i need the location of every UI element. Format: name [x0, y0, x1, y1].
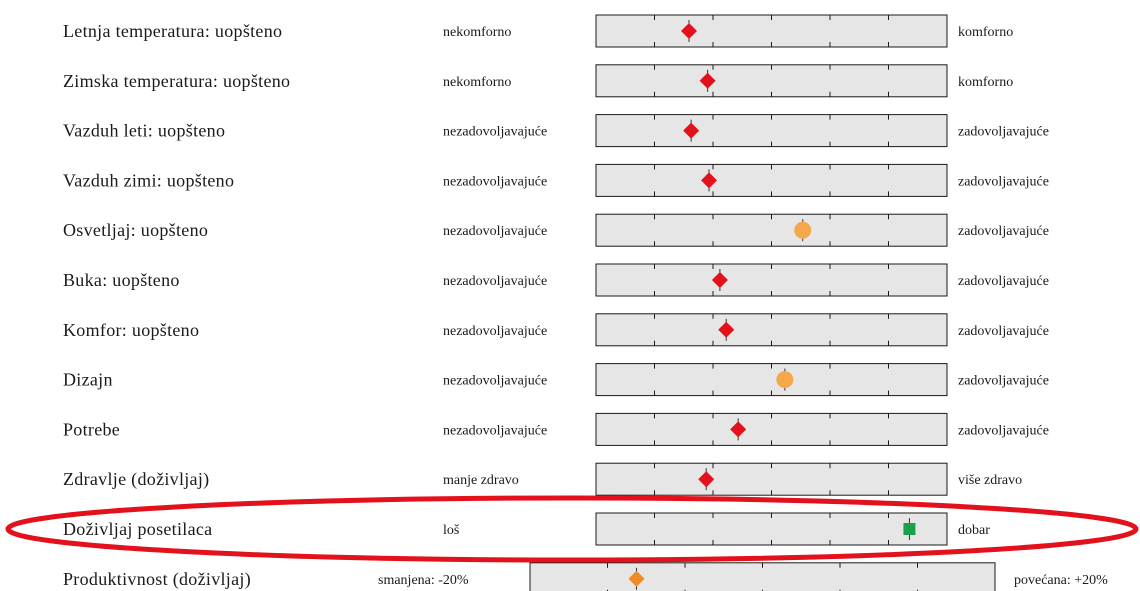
highlight-ellipse — [5, 495, 1139, 563]
right-anchor-label: zadovoljavajuće — [958, 324, 1049, 339]
row-label: Potrebe — [63, 419, 120, 439]
left-anchor-label: nezadovoljavajuće — [443, 174, 547, 189]
row-label: Osvetljaj: uopšteno — [63, 220, 208, 240]
right-anchor-label: komforno — [958, 25, 1013, 40]
right-anchor-label: više zdravo — [958, 473, 1022, 488]
scale-track — [595, 462, 948, 496]
right-anchor-label: povećana: +20% — [1014, 573, 1108, 588]
left-anchor-label: smanjena: -20% — [378, 573, 469, 588]
data-point-diamond — [718, 321, 735, 338]
right-anchor-label: zadovoljavajuće — [958, 374, 1049, 389]
chart-row: Letnja temperatura: uopšteno nekomforno ko… — [63, 14, 1013, 48]
right-anchor-label: zadovoljavajuće — [958, 125, 1049, 140]
chart-row: Komfor: uopšteno nezadovoljavajuće zadovol… — [63, 313, 1049, 347]
right-anchor-label: zadovoljavajuće — [958, 174, 1049, 189]
row-label: Buka: uopšteno — [63, 270, 180, 290]
left-anchor-label: nezadovoljavajuće — [443, 274, 547, 289]
right-anchor-label: komforno — [958, 75, 1013, 90]
chart-row: Vazduh leti: uopšteno nezadovoljavajuće za… — [63, 114, 1049, 148]
chart-row: Doživljaj posetilaca loš dobar — [63, 512, 990, 546]
data-point-diamond — [711, 272, 728, 288]
row-label: Vazduh zimi: uopšteno — [63, 170, 234, 190]
data-point-square — [903, 523, 916, 535]
scale-track — [595, 64, 948, 98]
row-label: Dizajn — [63, 370, 113, 390]
scale-track — [595, 313, 948, 347]
left-anchor-label: nekomforno — [443, 25, 511, 40]
left-anchor-label: nekomforno — [443, 75, 511, 90]
right-anchor-label: zadovoljavajuće — [958, 274, 1049, 289]
left-anchor-label: loš — [443, 523, 460, 538]
row-label: Zdravlje (doživljaj) — [63, 469, 209, 490]
row-label: Letnja temperatura: uopšteno — [63, 21, 282, 41]
data-point-diamond — [699, 72, 716, 89]
row-label: Vazduh leti: uopšteno — [63, 121, 225, 141]
row-label: Produktivnost (doživljaj) — [63, 569, 251, 590]
chart-row: Zdravlje (doživljaj) manje zdravo više zdr… — [63, 462, 1022, 496]
data-point-circle — [794, 221, 812, 239]
data-point-diamond — [683, 122, 700, 139]
data-point-diamond — [701, 172, 718, 189]
scale-track — [595, 14, 948, 48]
left-anchor-label: manje zdravo — [443, 473, 519, 488]
left-anchor-label: nezadovoljavajuće — [443, 374, 547, 389]
left-anchor-label: nezadovoljavajuće — [443, 125, 547, 140]
left-anchor-label: nezadovoljavajuće — [443, 324, 547, 339]
chart-row: Zimska temperatura: uopšteno nekomforno ko… — [63, 64, 1013, 98]
data-point-diamond — [681, 23, 698, 39]
chart-row: Osvetljaj: uopšteno nezadovoljavajuće zado… — [63, 213, 1049, 247]
scale-track — [595, 512, 948, 546]
row-label: Komfor: uopšteno — [63, 320, 199, 340]
left-anchor-label: nezadovoljavajuće — [443, 423, 547, 438]
left-anchor-label: nezadovoljavajuće — [443, 224, 547, 239]
chart-row: Buka: uopšteno nezadovoljavajuće zadovolja… — [63, 263, 1049, 297]
data-point-diamond — [730, 421, 747, 438]
row-label: Doživljaj posetilaca — [63, 519, 212, 539]
row-label: Zimska temperatura: uopšteno — [63, 71, 290, 91]
chart-row: Potrebe nezadovoljavajuće zadovoljavajuće — [63, 412, 1049, 446]
data-point-diamond — [698, 471, 715, 488]
chart-row: Vazduh zimi: uopšteno nezadovoljavajuće za… — [63, 163, 1049, 197]
scale-track — [595, 163, 948, 197]
data-point-diamond — [628, 570, 645, 587]
right-anchor-label: zadovoljavajuće — [958, 224, 1049, 239]
scale-track — [595, 263, 948, 297]
right-anchor-label: dobar — [958, 523, 990, 538]
chart-row: Produktivnost (doživljaj) smanjena: -20% p… — [63, 562, 1108, 591]
chart-row: Dizajn nezadovoljavajuće zadovoljavajuće — [63, 363, 1049, 397]
right-anchor-label: zadovoljavajuće — [958, 423, 1049, 438]
data-point-circle — [776, 371, 794, 389]
